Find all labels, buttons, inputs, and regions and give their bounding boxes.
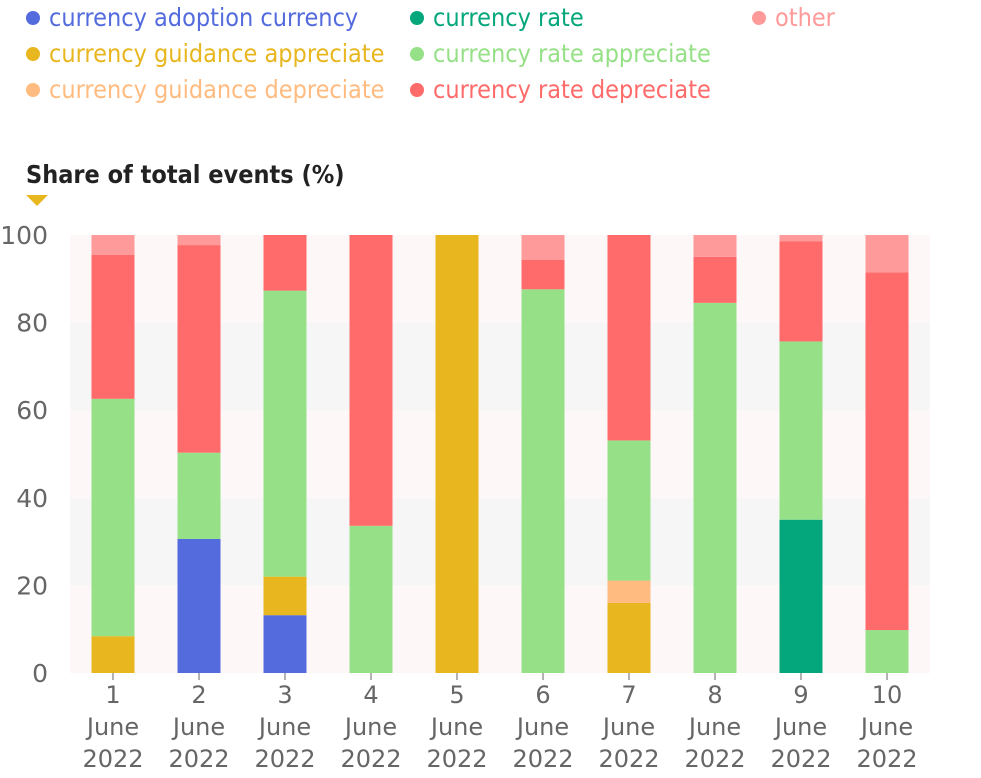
x-tick-label: June (687, 713, 741, 741)
bar-segment (607, 602, 651, 673)
legend-item: currency rate appreciate (410, 39, 711, 68)
legend-label: other (775, 3, 835, 32)
x-tick-label: 2022 (512, 745, 573, 773)
x-tick-label: June (257, 713, 311, 741)
legend-label: currency rate appreciate (433, 39, 711, 68)
bar-segment (779, 241, 823, 342)
x-tick-label: 2 (191, 681, 206, 709)
bar-segment (779, 519, 823, 673)
x-tick-label: 1 (105, 681, 120, 709)
x-axis-ticks: 1 June 2022 2 June 2022 3 June 2022 4 June 2022 5 Jun… (82, 673, 918, 773)
x-tick-label: 7 (621, 681, 636, 709)
legend-label: currency guidance appreciate (49, 39, 385, 68)
legend-dot-icon (26, 10, 40, 25)
bar-segment (177, 245, 221, 453)
x-tick-label: 9 (793, 681, 808, 709)
bar-segment (779, 235, 823, 242)
y-tick-label: 100 (0, 221, 48, 250)
bar-segment (349, 235, 393, 526)
x-tick-label: 2022 (684, 745, 745, 773)
x-tick-label: June (171, 713, 225, 741)
x-tick-label: June (85, 713, 139, 741)
legend-item: currency guidance appreciate (26, 39, 384, 68)
x-tick-label: 2022 (254, 745, 315, 773)
legend-dot-icon (26, 46, 40, 61)
bar-segment (177, 538, 221, 673)
x-tick-label: June (343, 713, 397, 741)
bar-segment (91, 398, 135, 637)
y-tick-label: 80 (16, 309, 48, 338)
bar-segment (607, 580, 651, 603)
bar-segment (865, 272, 909, 631)
x-tick-label: 2022 (598, 745, 659, 773)
x-tick-label: 6 (535, 681, 550, 709)
bars (91, 235, 909, 673)
y-axis-label-marker (26, 195, 48, 206)
legend-dot-icon (410, 82, 424, 97)
bar-segment (693, 235, 737, 257)
legend-item: currency guidance depreciate (26, 75, 385, 104)
bar-segment (693, 302, 737, 673)
x-tick-label: 2022 (82, 745, 143, 773)
legend-label: currency rate (433, 3, 584, 32)
bar-segment (349, 525, 393, 673)
bar-segment (263, 290, 307, 577)
x-tick-label: 2022 (856, 745, 917, 773)
legend-label: currency adoption currency (49, 3, 359, 32)
legend-dot-icon (410, 10, 424, 25)
legend-dot-icon (26, 82, 40, 97)
legend-item: currency rate depreciate (410, 75, 711, 104)
x-tick-label: June (773, 713, 827, 741)
bar-segment (435, 235, 479, 673)
legend-label: currency rate depreciate (433, 75, 711, 104)
bar-segment (521, 259, 565, 290)
y-tick-label: 40 (16, 484, 48, 513)
x-tick-label: 10 (872, 681, 903, 709)
x-tick-label: 2022 (770, 745, 831, 773)
bar-segment (607, 440, 651, 581)
y-axis-label: Share of total events (%) (26, 160, 345, 189)
legend-item: currency rate (410, 3, 584, 32)
bar-segment (521, 235, 565, 260)
legend-item: currency adoption currency (26, 3, 358, 32)
bar-segment (865, 235, 909, 273)
bar-segment (177, 235, 221, 246)
bar-segment (91, 235, 135, 255)
bar-segment (263, 615, 307, 673)
bar-segment (263, 235, 307, 291)
bar-segment (263, 576, 307, 616)
bar-segment (521, 289, 565, 673)
legend-dot-icon (752, 10, 766, 25)
x-tick-label: 2022 (168, 745, 229, 773)
x-tick-label: 5 (449, 681, 464, 709)
x-tick-label: June (601, 713, 655, 741)
x-tick-label: 2022 (340, 745, 401, 773)
x-tick-label: 2022 (426, 745, 487, 773)
x-tick-label: 3 (277, 681, 292, 709)
x-tick-label: June (429, 713, 483, 741)
y-tick-label: 0 (32, 659, 48, 688)
bar-segment (865, 630, 909, 673)
bar-segment (779, 341, 823, 520)
legend-item: other (752, 3, 835, 32)
x-tick-label: 4 (363, 681, 378, 709)
y-axis-ticks: 0 20 40 60 80 100 (0, 221, 48, 688)
x-tick-label: June (859, 713, 913, 741)
y-tick-label: 60 (16, 396, 48, 425)
legend-label: currency guidance depreciate (49, 75, 385, 104)
x-tick-label: June (515, 713, 569, 741)
legend-dot-icon (410, 46, 424, 61)
bar-segment (177, 452, 221, 539)
bar-segment (693, 256, 737, 303)
bar-segment (91, 636, 135, 673)
bar-segment (91, 254, 135, 399)
x-tick-label: 8 (707, 681, 722, 709)
bar-segment (607, 235, 651, 441)
legend: currency adoption currency currency rate o… (0, 0, 981, 110)
y-tick-label: 20 (16, 571, 48, 600)
